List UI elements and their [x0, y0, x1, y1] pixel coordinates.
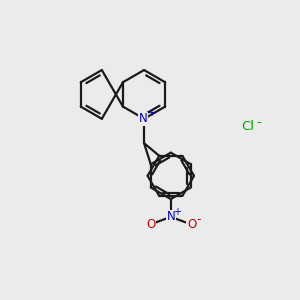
Text: +: +: [147, 108, 154, 118]
Text: O: O: [187, 218, 196, 231]
Text: O: O: [146, 218, 155, 231]
Text: -: -: [256, 116, 261, 129]
Text: -: -: [196, 213, 201, 226]
Text: N: N: [167, 210, 175, 224]
Text: N: N: [139, 112, 148, 125]
Text: Cl: Cl: [242, 120, 255, 133]
Text: +: +: [173, 206, 181, 217]
